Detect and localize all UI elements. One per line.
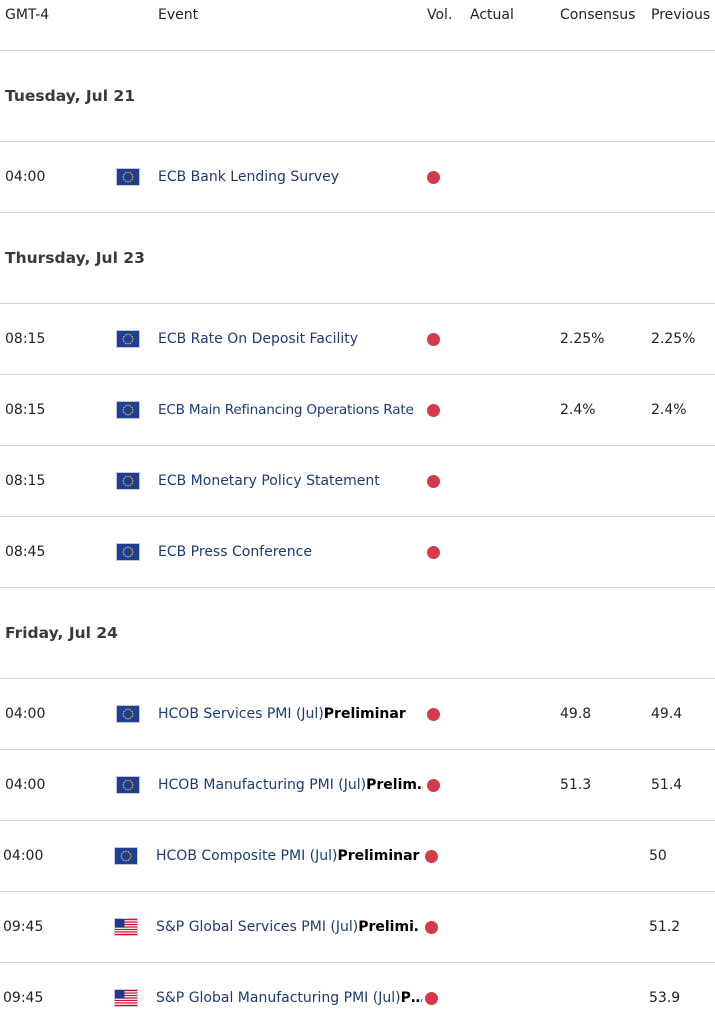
high-volume-icon	[427, 404, 440, 417]
consensus-value: 2.4%	[560, 402, 596, 418]
event-name: ECB Main Refinancing Operations Rate	[158, 402, 414, 418]
eu-flag-icon	[117, 169, 139, 185]
event-name: S&P Global Services PMI (Jul)	[156, 919, 359, 935]
event-time: 09:45	[3, 990, 44, 1006]
eu-flag-icon	[117, 331, 139, 347]
consensus-value: 49.8	[560, 706, 592, 722]
event-time: 04:00	[5, 169, 46, 185]
eu-flag-icon	[117, 777, 139, 793]
actual-column-header[interactable]: Actual	[470, 7, 514, 23]
us-flag-icon	[115, 919, 137, 935]
event-time: 04:00	[5, 706, 46, 722]
event-time: 08:15	[5, 331, 46, 347]
table-row[interactable]: 04:00 HCOB Composite PMI (Jul)Preliminar…	[0, 821, 715, 892]
day-label: Friday, Jul 24	[5, 624, 118, 642]
eu-flag-icon	[117, 544, 139, 560]
table-row[interactable]: 08:15 ECB Main Refinancing Operations Ra…	[0, 375, 715, 446]
event-qualifier: Preliminar	[323, 706, 406, 722]
high-volume-icon	[427, 171, 440, 184]
event-qualifier: P…	[400, 990, 422, 1006]
high-volume-icon	[427, 475, 440, 488]
day-header: Friday, Jul 24	[0, 588, 715, 679]
table-row[interactable]: 09:45 S&P Global Manufacturing PMI (Jul)…	[0, 963, 715, 1034]
day-label: Tuesday, Jul 21	[5, 87, 135, 105]
event-time: 08:15	[5, 402, 46, 418]
eu-flag-icon	[117, 706, 139, 722]
event-name: HCOB Manufacturing PMI (Jul)	[158, 777, 367, 793]
high-volume-icon	[427, 546, 440, 559]
high-volume-icon	[425, 850, 438, 863]
event-title[interactable]: HCOB Manufacturing PMI (Jul)Prelim…	[158, 750, 423, 821]
consensus-value: 2.25%	[560, 331, 605, 347]
volume-column-header[interactable]: Vol.	[427, 7, 453, 23]
event-name: ECB Monetary Policy Statement	[158, 473, 380, 489]
table-row[interactable]: 04:00 HCOB Manufacturing PMI (Jul)Prelim…	[0, 750, 715, 821]
event-time: 08:45	[5, 544, 46, 560]
event-title[interactable]: ECB Bank Lending Survey	[158, 142, 428, 213]
event-name: S&P Global Manufacturing PMI (Jul)	[156, 990, 401, 1006]
event-column-header[interactable]: Event	[158, 7, 199, 23]
high-volume-icon	[425, 992, 438, 1005]
consensus-column-header[interactable]: Consensus	[560, 7, 636, 23]
event-name: ECB Press Conference	[158, 544, 312, 560]
event-name: HCOB Composite PMI (Jul)	[156, 848, 338, 864]
event-title[interactable]: ECB Press Conference	[158, 517, 426, 588]
us-flag-icon	[115, 990, 137, 1006]
event-time: 04:00	[3, 848, 44, 864]
table-row[interactable]: 04:00 HCOB Services PMI (Jul)Preliminar …	[0, 679, 715, 750]
table-row[interactable]: 09:45 S&P Global Services PMI (Jul)Preli…	[0, 892, 715, 963]
event-qualifier: Prelim…	[366, 777, 423, 793]
table-row[interactable]: 08:15 ECB Rate On Deposit Facility 2.25%…	[0, 304, 715, 375]
high-volume-icon	[425, 921, 438, 934]
previous-value: 50	[649, 848, 667, 864]
eu-flag-icon	[117, 473, 139, 489]
event-qualifier: Prelimi…	[358, 919, 418, 935]
previous-value: 2.4%	[651, 402, 687, 418]
event-time: 08:15	[5, 473, 46, 489]
high-volume-icon	[427, 779, 440, 792]
event-title[interactable]: ECB Monetary Policy Statement	[158, 446, 426, 517]
event-title[interactable]: ECB Rate On Deposit Facility	[158, 304, 428, 375]
previous-value: 2.25%	[651, 331, 696, 347]
previous-column-header[interactable]: Previous	[651, 7, 711, 23]
day-header: Tuesday, Jul 21	[0, 51, 715, 142]
event-title[interactable]: ECB Main Refinancing Operations Rate	[158, 375, 426, 446]
event-title[interactable]: HCOB Services PMI (Jul)Preliminar	[158, 679, 420, 750]
timezone-header[interactable]: GMT-4	[5, 7, 50, 23]
previous-value: 49.4	[651, 706, 683, 722]
day-header: Thursday, Jul 23	[0, 213, 715, 304]
high-volume-icon	[427, 333, 440, 346]
event-qualifier: Preliminar	[337, 848, 420, 864]
previous-value: 51.4	[651, 777, 683, 793]
table-row[interactable]: 08:15 ECB Monetary Policy Statement	[0, 446, 715, 517]
consensus-value: 51.3	[560, 777, 592, 793]
event-time: 04:00	[5, 777, 46, 793]
event-title[interactable]: S&P Global Services PMI (Jul)Prelimi…	[156, 892, 418, 963]
event-name: HCOB Services PMI (Jul)	[158, 706, 324, 722]
high-volume-icon	[427, 708, 440, 721]
eu-flag-icon	[117, 402, 139, 418]
event-time: 09:45	[3, 919, 44, 935]
previous-value: 53.9	[649, 990, 681, 1006]
previous-value: 51.2	[649, 919, 681, 935]
event-name: ECB Bank Lending Survey	[158, 169, 340, 185]
event-title[interactable]: HCOB Composite PMI (Jul)Preliminar	[156, 821, 421, 892]
day-label: Thursday, Jul 23	[5, 249, 145, 267]
event-name: ECB Rate On Deposit Facility	[158, 331, 359, 347]
eu-flag-icon	[115, 848, 137, 864]
table-row[interactable]: 08:45 ECB Press Conference	[0, 517, 715, 588]
table-header: GMT-4 Event Vol. Actual Consensus Previo…	[0, 0, 715, 51]
event-title[interactable]: S&P Global Manufacturing PMI (Jul)P…	[156, 963, 422, 1034]
table-row[interactable]: 04:00 ECB Bank Lending Survey	[0, 142, 715, 213]
